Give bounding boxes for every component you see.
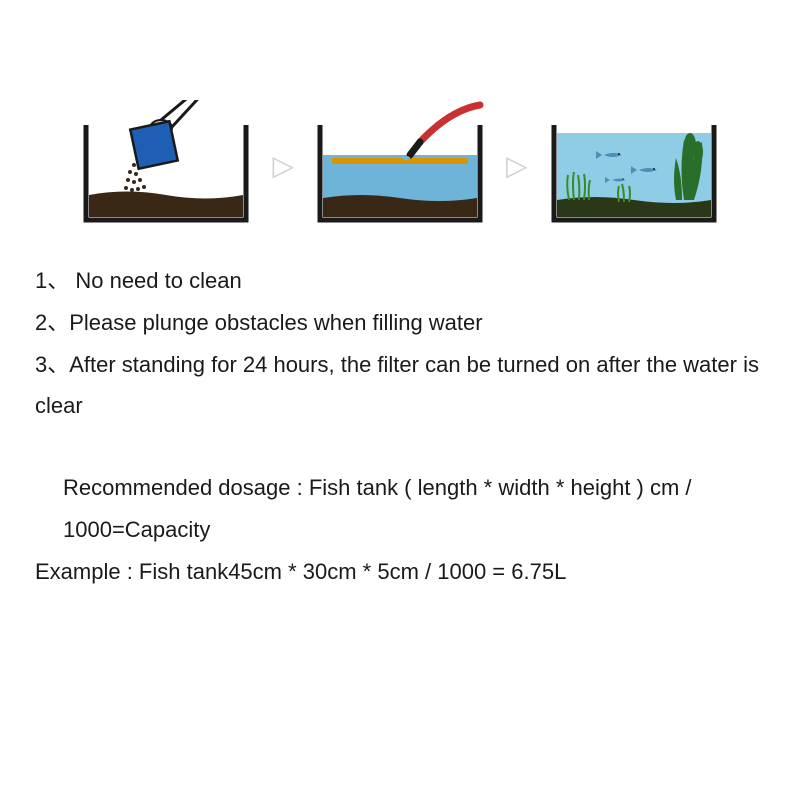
instruction-line: 3、After standing for 24 hours, the filte… (35, 344, 765, 428)
arrow-icon: ▷ (506, 149, 528, 182)
instructions-block: 1、 No need to clean 2、Please plunge obst… (0, 230, 800, 427)
step3-illustration (544, 100, 724, 230)
dosage-example: Example : Fish tank45cm * 30cm * 5cm / 1… (35, 551, 765, 593)
instruction-line: 2、Please plunge obstacles when filling w… (35, 302, 765, 344)
step2-illustration (310, 100, 490, 230)
dosage-formula: Recommended dosage : Fish tank ( length … (35, 467, 765, 551)
arrow-icon: ▷ (272, 149, 294, 182)
steps-row: ▷ ▷ (0, 0, 800, 230)
dosage-block: Recommended dosage : Fish tank ( length … (0, 427, 800, 592)
instruction-line: 1、 No need to clean (35, 260, 765, 302)
step1-illustration (76, 100, 256, 230)
